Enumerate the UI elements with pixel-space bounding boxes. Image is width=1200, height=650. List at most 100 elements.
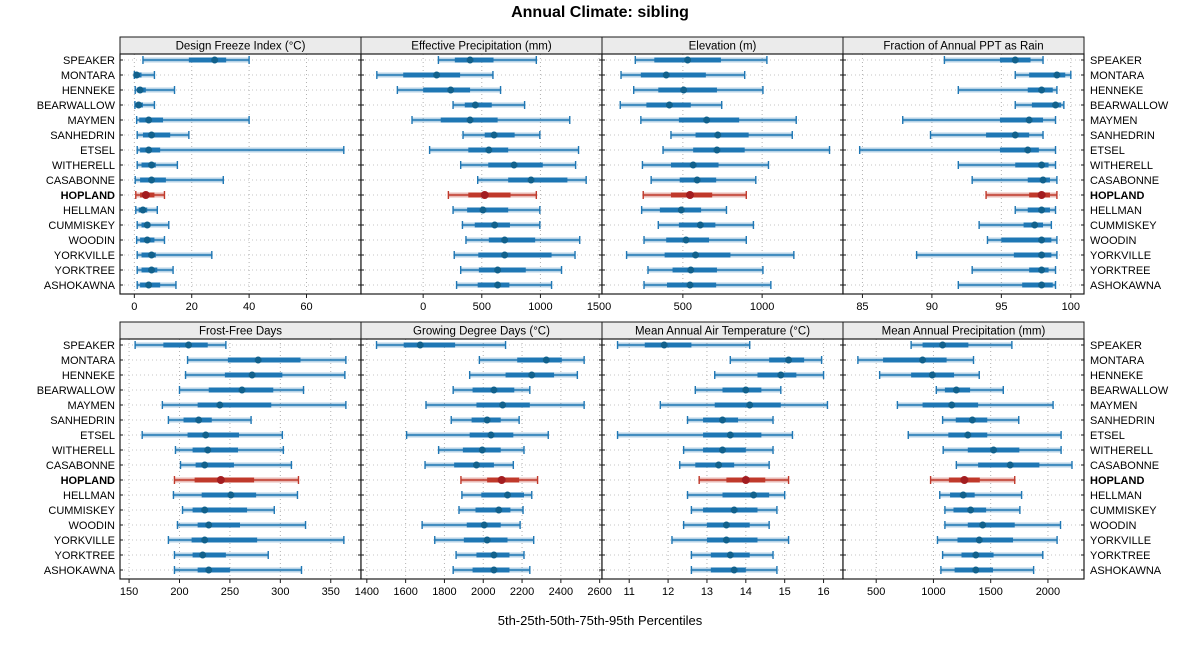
median-dot [494, 281, 502, 289]
station-label-left-yorkville: YORKVILLE [54, 250, 115, 262]
median-dot [677, 206, 685, 214]
median-dot [1038, 206, 1046, 214]
x-tick-label: 2000 [1036, 586, 1060, 598]
panel-growing-degree-days-c-: Growing Degree Days (°C) 1400 1600 1800 2000… [355, 321, 612, 598]
percentile-row-casabonne [134, 176, 224, 184]
station-label-left-etsel: ETSEL [80, 430, 115, 442]
median-dot [499, 401, 507, 409]
median-dot [201, 536, 209, 544]
median-dot [730, 506, 738, 514]
percentile-row-hopland [460, 476, 539, 484]
percentile-row-hopland [698, 476, 790, 484]
median-dot [227, 491, 235, 499]
x-tick-label: 12 [662, 586, 674, 598]
median-dot [968, 416, 976, 424]
percentile-row-maymen [640, 116, 797, 124]
median-dot [145, 281, 153, 289]
station-label-right-casabonne: CASABONNE [1090, 460, 1159, 472]
median-dot [662, 71, 670, 79]
station-label-left-hellman: HELLMAN [63, 205, 115, 217]
x-tick-label: 1600 [393, 586, 417, 598]
x-tick-label: 500 [867, 586, 885, 598]
x-tick-label: 1500 [587, 301, 611, 313]
station-label-left-bearwallow: BEARWALLOW [37, 385, 116, 397]
chart-title: Annual Climate: sibling [511, 4, 689, 21]
percentile-row-etsel [428, 146, 580, 154]
median-dot [490, 386, 498, 394]
percentile-row-ashokawna [173, 566, 303, 574]
station-label-left-sanhedrin: SANHEDRIN [50, 130, 115, 142]
station-label-right-hellman: HELLMAN [1090, 205, 1142, 217]
x-tick-label: 200 [170, 586, 188, 598]
percentile-row-henneke [468, 371, 579, 379]
station-label-left-bearwallow: BEARWALLOW [37, 100, 116, 112]
percentile-row-sanhedrin [929, 131, 1044, 139]
x-tick-label: 20 [186, 301, 198, 313]
median-dot [1038, 236, 1046, 244]
percentile-row-sanhedrin [136, 131, 190, 139]
median-dot [713, 146, 721, 154]
median-dot [216, 476, 225, 484]
median-dot [1052, 101, 1060, 109]
median-dot [1011, 56, 1019, 64]
percentile-row-yorkville [136, 251, 213, 259]
median-dot [145, 116, 153, 124]
median-dot [490, 566, 498, 574]
percentile-row-yorktree [971, 266, 1057, 274]
median-dot [466, 56, 474, 64]
panel-header-label: Growing Degree Days (°C) [413, 326, 550, 338]
percentile-row-etsel [907, 431, 1062, 439]
percentile-row-hellman [135, 206, 158, 214]
station-label-left-casabonne: CASABONNE [46, 175, 115, 187]
percentile-row-speaker [437, 56, 538, 64]
median-dot [510, 161, 518, 169]
station-label-left-hellman: HELLMAN [63, 490, 115, 502]
station-label-right-ashokawna: ASHOKAWNA [1090, 280, 1162, 292]
station-label-right-bearwallow: BEARWALLOW [1090, 100, 1169, 112]
median-dot [1024, 146, 1032, 154]
x-tick-label: 2400 [549, 586, 573, 598]
percentile-row-yorktree [459, 266, 563, 274]
percentile-row-witherell [136, 161, 179, 169]
median-dot [948, 401, 956, 409]
percentile-row-bearwallow [134, 101, 156, 109]
median-dot [204, 446, 212, 454]
x-tick-label: 15 [779, 586, 791, 598]
station-label-left-witherell: WITHERELL [52, 160, 115, 172]
station-label-right-sanhedrin: SANHEDRIN [1090, 415, 1155, 427]
median-dot [487, 431, 495, 439]
median-dot [686, 281, 694, 289]
percentile-row-witherell [459, 161, 577, 169]
panel-header-label: Frost-Free Days [199, 326, 282, 338]
panel-mean-annual-precipitation-mm-: Mean Annual Precipitation (mm) 500 1000 150… [842, 321, 1169, 598]
percentile-row-etsel [662, 146, 831, 154]
station-label-right-maymen: MAYMEN [1090, 115, 1138, 127]
station-label-right-montara: MONTARA [1090, 70, 1145, 82]
median-dot [959, 491, 967, 499]
x-tick-label: 0 [131, 301, 137, 313]
median-dot [919, 356, 927, 364]
percentile-row-ashokawna [940, 566, 1035, 574]
station-label-left-yorktree: YORKTREE [54, 550, 115, 562]
percentile-row-maymen [411, 116, 571, 124]
station-label-left-woodin: WOODIN [69, 520, 115, 532]
median-dot [703, 116, 711, 124]
percentile-row-hopland [985, 191, 1058, 199]
percentile-row-hopland [642, 191, 747, 199]
median-dot [719, 416, 726, 424]
station-label-left-witherell: WITHERELL [52, 445, 115, 457]
percentile-row-witherell [641, 161, 770, 169]
median-dot [726, 431, 734, 439]
percentile-row-hellman [452, 206, 541, 214]
median-dot [479, 206, 487, 214]
median-dot [689, 161, 697, 169]
percentile-row-ashokawna [136, 281, 177, 289]
station-label-left-speaker: SPEAKER [63, 340, 115, 352]
station-label-right-montara: MONTARA [1090, 355, 1145, 367]
percentile-row-witherell [957, 161, 1057, 169]
median-dot [471, 101, 479, 109]
station-label-left-woodin: WOODIN [69, 235, 115, 247]
x-tick-label: 40 [243, 301, 255, 313]
percentile-row-woodin [176, 521, 307, 529]
x-tick-label: 2600 [587, 586, 611, 598]
